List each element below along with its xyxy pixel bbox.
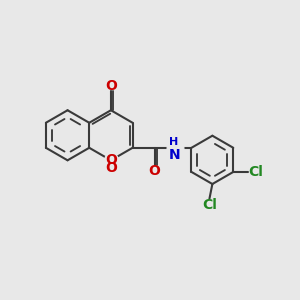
Text: N: N: [168, 148, 180, 162]
Text: Cl: Cl: [202, 198, 217, 212]
Text: O: O: [149, 164, 161, 178]
Text: H: H: [169, 137, 179, 147]
Text: Cl: Cl: [248, 165, 263, 179]
Text: O: O: [105, 161, 117, 175]
Text: O: O: [105, 79, 117, 93]
Text: O: O: [105, 153, 117, 167]
